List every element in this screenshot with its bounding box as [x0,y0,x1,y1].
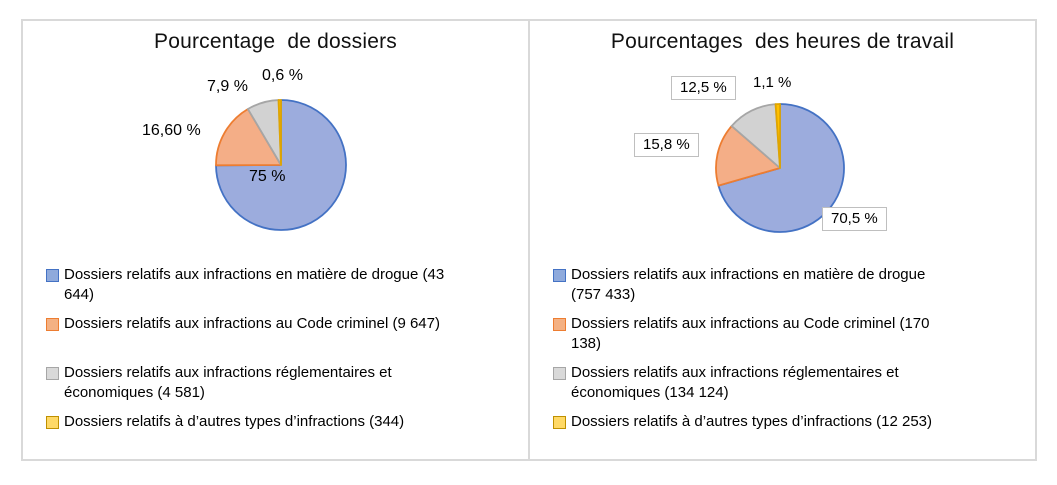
legend-marker-orange [553,318,566,331]
pie-chart-heures [715,103,845,233]
legend-marker-gray [46,367,59,380]
legend-label: Dossiers relatifs aux infractions en mat… [64,266,445,303]
data-label-gray: 7,9 % [207,78,248,95]
legend-label: Dossiers relatifs aux infractions au Cod… [64,315,440,332]
legend-item-reglementaires: Dossiers relatifs aux infractions réglem… [553,363,1023,412]
legend-item-autres: Dossiers relatifs à d’autres types d’inf… [46,412,516,432]
data-label-orange: 16,60 % [142,122,201,139]
legend-item-drogue: Dossiers relatifs aux infractions en mat… [46,265,516,314]
legend-marker-yellow [553,416,566,429]
legend-label: Dossiers relatifs aux infractions en mat… [571,266,926,303]
legend-item-drogue: Dossiers relatifs aux infractions en mat… [553,265,1023,314]
legend-marker-yellow [46,416,59,429]
legend-item-code-criminel: Dossiers relatifs aux infractions au Cod… [46,314,516,363]
legend-heures: Dossiers relatifs aux infractions en mat… [553,265,1023,432]
legend-label: Dossiers relatifs aux infractions réglem… [571,364,899,401]
chart-title-dossiers: Pourcentage de dossiers [154,30,397,53]
data-label-yellow: 0,6 % [262,67,303,84]
data-label-blue: 70,5 % [822,207,887,232]
legend-label: Dossiers relatifs aux infractions au Cod… [571,315,930,352]
legend-item-reglementaires: Dossiers relatifs aux infractions réglem… [46,363,516,412]
legend-label: Dossiers relatifs à d’autres types d’inf… [64,413,405,430]
legend-marker-blue [46,269,59,282]
data-label-yellow: 1,1 % [753,74,792,91]
chart-title-heures: Pourcentages des heures de travail [610,30,955,53]
legend-marker-gray [553,367,566,380]
pie-chart-dossiers [215,99,347,231]
panel-pourcentage-dossiers: Pourcentage de dossiers 75 % 16,60 % 7,9… [23,21,528,459]
legend-marker-orange [46,318,59,331]
legend-marker-blue [553,269,566,282]
data-label-gray: 12,5 % [671,76,736,101]
data-label-orange: 15,8 % [634,133,699,158]
legend-label: Dossiers relatifs aux infractions réglem… [64,364,392,401]
legend-dossiers: Dossiers relatifs aux infractions en mat… [46,265,516,432]
legend-item-code-criminel: Dossiers relatifs aux infractions au Cod… [553,314,1023,363]
legend-label: Dossiers relatifs à d’autres types d’inf… [571,413,932,430]
charts-frame: Pourcentage de dossiers 75 % 16,60 % 7,9… [21,19,1037,461]
legend-item-autres: Dossiers relatifs à d’autres types d’inf… [553,412,1023,432]
panel-pourcentages-heures: Pourcentages des heures de travail 70,5 … [528,21,1035,459]
data-label-blue: 75 % [249,168,286,185]
